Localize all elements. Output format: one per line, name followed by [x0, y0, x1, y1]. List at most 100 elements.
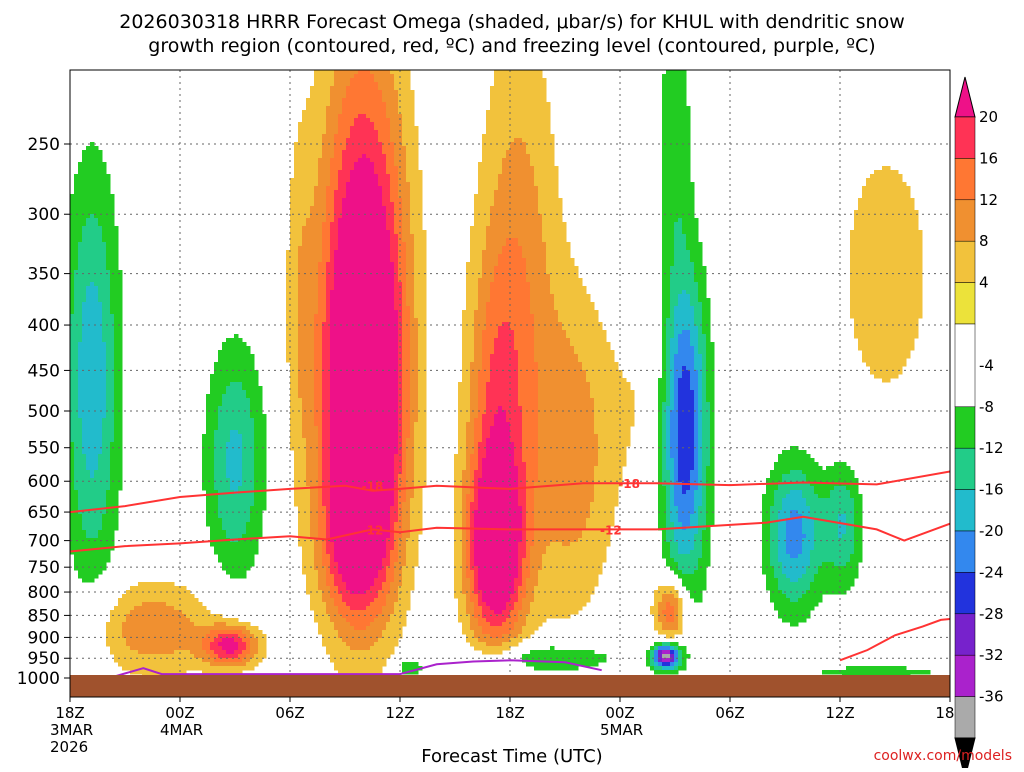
omega-cell: [342, 422, 347, 427]
omega-cell: [230, 570, 235, 575]
omega-cell: [194, 614, 199, 619]
omega-cell: [106, 314, 111, 319]
omega-cell: [330, 606, 335, 611]
omega-cell: [90, 154, 95, 159]
chart-title-line-1: 2026030318 HRRR Forecast Omega (shaded, …: [119, 11, 905, 33]
omega-cell: [246, 406, 251, 411]
omega-cell: [114, 482, 119, 487]
omega-cell: [354, 206, 359, 211]
omega-cell: [314, 206, 319, 211]
omega-cell: [322, 462, 327, 467]
omega-cell: [294, 374, 299, 379]
omega-cell: [222, 530, 227, 535]
omega-cell: [74, 354, 79, 359]
omega-cell: [78, 270, 83, 275]
omega-cell: [250, 414, 255, 419]
omega-cell: [218, 442, 223, 447]
omega-cell: [214, 386, 219, 391]
omega-cell: [102, 210, 107, 215]
omega-cell: [342, 494, 347, 499]
omega-cell: [310, 262, 315, 267]
omega-cell: [322, 102, 327, 107]
omega-cell: [94, 246, 99, 251]
omega-cell: [94, 178, 99, 183]
omega-cell: [330, 246, 335, 251]
omega-cell: [230, 482, 235, 487]
omega-cell: [130, 610, 135, 615]
omega-cell: [238, 362, 243, 367]
omega-cell: [90, 534, 95, 539]
omega-cell: [322, 570, 327, 575]
omega-cell: [118, 362, 123, 367]
omega-cell: [70, 478, 75, 483]
omega-cell: [86, 482, 91, 487]
omega-cell: [338, 546, 343, 551]
omega-cell: [350, 478, 355, 483]
omega-cell: [314, 610, 319, 615]
omega-cell: [230, 566, 235, 571]
omega-cell: [330, 518, 335, 523]
omega-cell: [90, 254, 95, 259]
omega-cell: [322, 562, 327, 567]
omega-cell: [318, 130, 323, 135]
omega-cell: [310, 126, 315, 131]
omega-cell: [322, 234, 327, 239]
omega-cell: [174, 662, 179, 667]
omega-cell: [94, 554, 99, 559]
omega-cell: [234, 662, 239, 667]
omega-cell: [302, 306, 307, 311]
omega-cell: [234, 458, 239, 463]
omega-cell: [242, 374, 247, 379]
omega-cell: [326, 174, 331, 179]
omega-cell: [302, 406, 307, 411]
omega-cell: [334, 222, 339, 227]
omega-cell: [314, 78, 319, 83]
omega-cell: [222, 402, 227, 407]
omega-cell: [338, 130, 343, 135]
omega-cell: [210, 646, 215, 651]
omega-cell: [306, 286, 311, 291]
omega-cell: [334, 310, 339, 315]
omega-cell: [354, 610, 359, 615]
chart-title-line-2: growth region (contoured, red, ºC) and f…: [148, 35, 875, 57]
omega-cell: [86, 330, 91, 335]
omega-cell: [262, 438, 267, 443]
omega-cell: [110, 302, 115, 307]
omega-cell: [342, 122, 347, 127]
omega-cell: [90, 286, 95, 291]
omega-cell: [242, 522, 247, 527]
omega-cell: [250, 486, 255, 491]
omega-cell: [102, 394, 107, 399]
omega-cell: [326, 202, 331, 207]
omega-cell: [102, 342, 107, 347]
omega-cell: [202, 650, 207, 655]
omega-cell: [94, 530, 99, 535]
omega-cell: [258, 502, 263, 507]
omega-cell: [290, 378, 295, 383]
omega-cell: [102, 514, 107, 519]
omega-cell: [230, 546, 235, 551]
omega-cell: [242, 666, 247, 671]
omega-cell: [178, 618, 183, 623]
omega-cell: [318, 174, 323, 179]
omega-cell: [350, 166, 355, 171]
omega-cell: [194, 606, 199, 611]
omega-cell: [346, 554, 351, 559]
omega-cell: [146, 610, 151, 615]
omega-cell: [318, 154, 323, 159]
omega-cell: [326, 642, 331, 647]
omega-cell: [70, 302, 75, 307]
omega-cell: [90, 274, 95, 279]
omega-cell: [322, 478, 327, 483]
omega-cell: [330, 334, 335, 339]
omega-cell: [230, 618, 235, 623]
omega-cell: [334, 478, 339, 483]
omega-cell: [258, 530, 263, 535]
omega-cell: [290, 430, 295, 435]
omega-cell: [222, 406, 227, 411]
omega-cell: [354, 646, 359, 651]
omega-cell: [162, 654, 167, 659]
omega-cell: [230, 574, 235, 579]
omega-cell: [350, 274, 355, 279]
omega-cell: [302, 458, 307, 463]
